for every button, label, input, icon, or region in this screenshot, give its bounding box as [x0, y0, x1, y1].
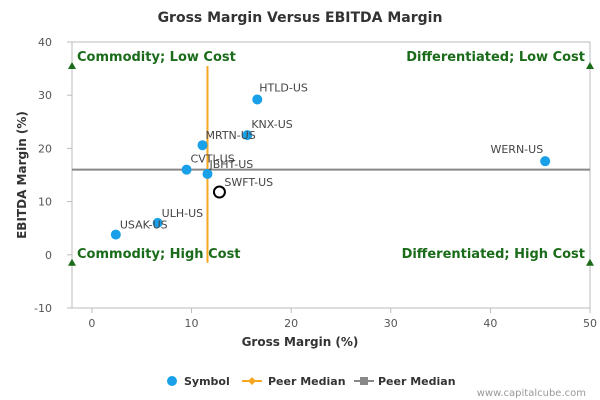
- legend-peer-median-x-label: Peer Median: [268, 375, 346, 388]
- legend-peer-median-y-label: Peer Median: [378, 375, 456, 388]
- data-point[interactable]: [181, 164, 192, 175]
- x-tick-label: 20: [284, 317, 298, 330]
- data-point-label: ULH-US: [162, 207, 203, 220]
- footer-credit: www.capitalcube.com: [477, 388, 586, 399]
- data-point[interactable]: [197, 140, 208, 151]
- quadrant-label-top-right: Differentiated; Low Cost: [406, 50, 585, 65]
- data-point[interactable]: [252, 94, 263, 105]
- legend-peer-median-x-marker: [248, 377, 256, 385]
- data-point-label: JBHT-US: [208, 158, 253, 171]
- quadrant-marker-bottom-right: [586, 258, 594, 266]
- quadrant-marker-bottom-left: [68, 258, 76, 266]
- chart-title: Gross Margin Versus EBITDA Margin: [158, 10, 443, 26]
- data-point-label: WERN-US: [490, 143, 543, 156]
- x-tick-label: 40: [483, 317, 497, 330]
- legend: Symbol Peer Median Peer Median: [167, 375, 456, 388]
- quadrant-label-bottom-left: Commodity; High Cost: [77, 247, 241, 262]
- quadrant-label-top-left: Commodity; Low Cost: [77, 50, 236, 65]
- data-point-label: CVTI-US: [191, 153, 235, 166]
- y-axis-ticks: 40 30 20 10 0 -10: [34, 36, 72, 315]
- data-point-label: MRTN-US: [205, 129, 255, 142]
- y-axis-label: EBITDA Margin (%): [15, 111, 29, 239]
- quadrant-marker-top-left: [68, 61, 76, 69]
- data-point[interactable]: [152, 217, 163, 228]
- quadrant-label-bottom-right: Differentiated; High Cost: [402, 247, 585, 262]
- legend-symbol-label: Symbol: [184, 375, 230, 388]
- data-point[interactable]: [540, 156, 551, 167]
- legend-peer-median-y-marker: [360, 377, 368, 385]
- data-point[interactable]: [242, 130, 253, 141]
- highlight-point-label: SWFT-US: [224, 176, 273, 189]
- data-point[interactable]: [202, 168, 213, 179]
- quadrant-labels: Commodity; Low Cost Differentiated; Low C…: [68, 50, 594, 266]
- quadrant-marker-top-right: [586, 61, 594, 69]
- highlight-point[interactable]: [212, 185, 226, 199]
- x-axis-ticks: 0 10 20 30 40 50: [88, 308, 597, 330]
- x-axis-label: Gross Margin (%): [242, 335, 359, 349]
- data-point-label: HTLD-US: [259, 81, 308, 94]
- peer-median-lines: [72, 65, 590, 263]
- y-tick-label: 40: [38, 36, 52, 49]
- x-tick-label: 10: [185, 317, 199, 330]
- plot-area: [71, 41, 591, 309]
- y-tick-label: 10: [38, 196, 52, 209]
- data-point[interactable]: [110, 229, 121, 240]
- x-tick-label: 50: [583, 317, 597, 330]
- x-tick-label: 0: [88, 317, 95, 330]
- x-tick-label: 30: [384, 317, 398, 330]
- y-tick-label: 30: [38, 89, 52, 102]
- y-tick-label: 20: [38, 142, 52, 155]
- y-tick-label: -10: [34, 302, 52, 315]
- data-point-label: USAK-US: [120, 219, 168, 232]
- data-point-label: KNX-US: [251, 118, 292, 131]
- legend-symbol-marker: [167, 376, 177, 386]
- y-tick-label: 0: [45, 249, 52, 262]
